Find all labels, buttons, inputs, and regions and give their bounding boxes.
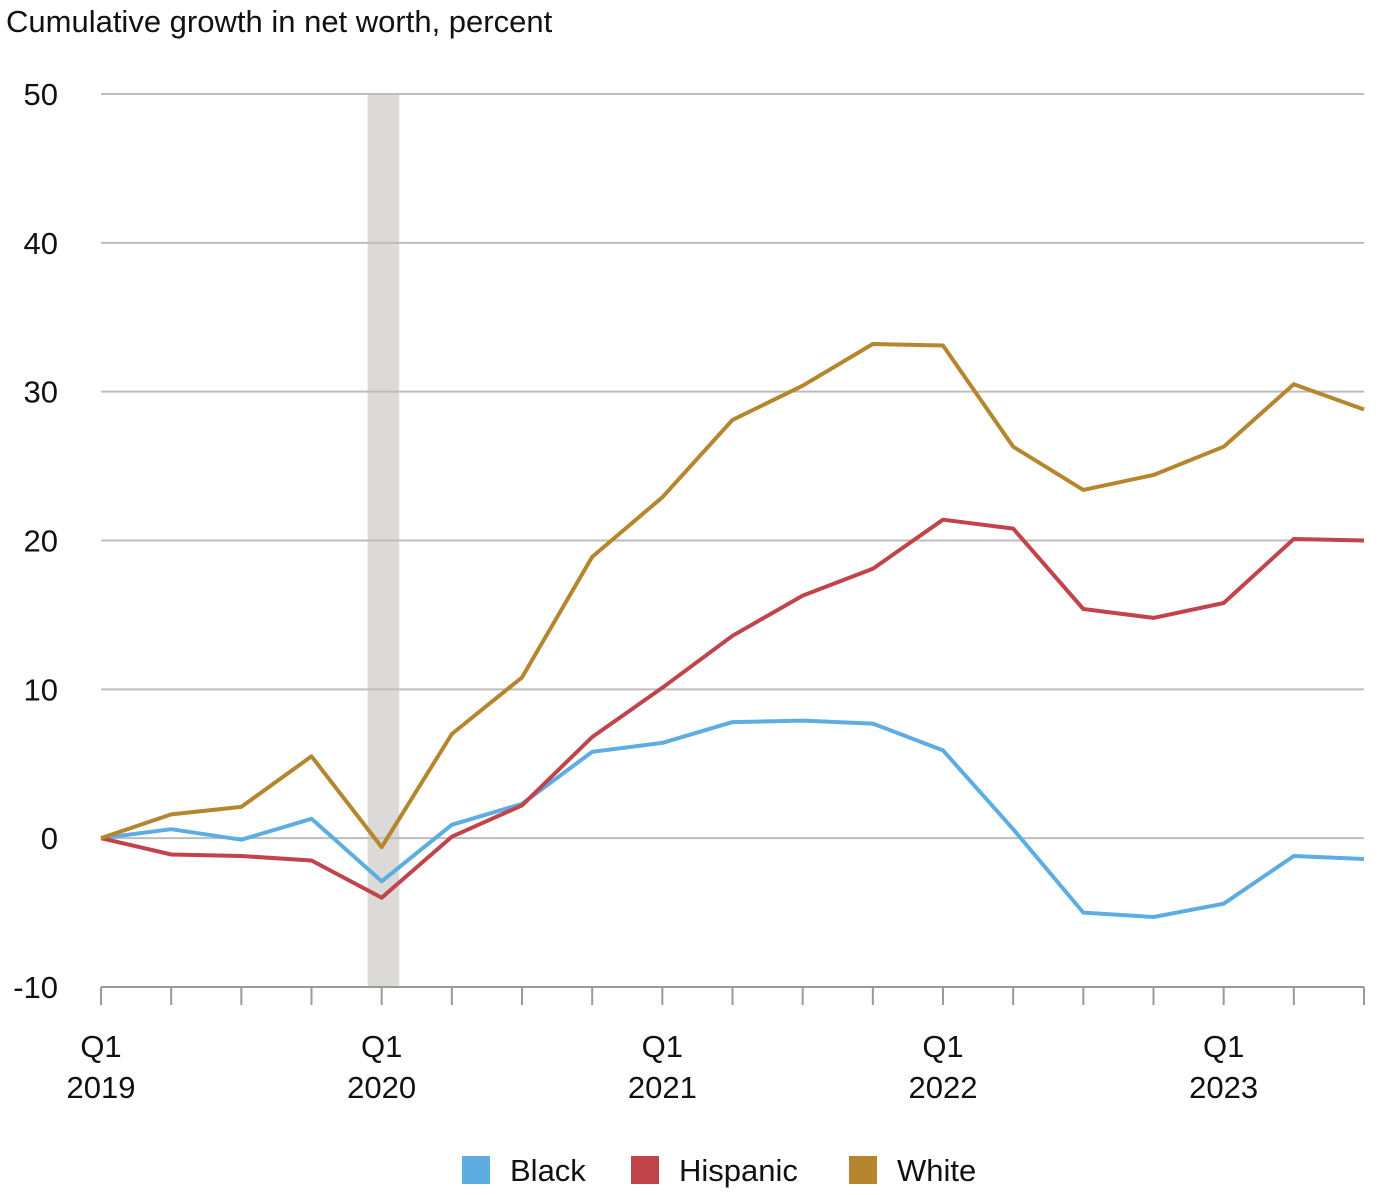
y-tick-label: 20 [24,524,58,559]
x-tick-label: Q1 [922,1029,963,1064]
x-tick-label: 2022 [909,1070,978,1105]
legend-swatch-white [849,1156,877,1184]
x-tick-label: 2019 [67,1070,136,1105]
y-tick-label: 50 [24,77,58,112]
x-tick-label: 2020 [347,1070,416,1105]
series-line-hispanic [100,517,1365,900]
y-tick-label: 30 [24,375,58,410]
series-line-white [100,342,1365,850]
series-line-black [100,718,1365,919]
x-tick-label: Q1 [361,1029,402,1064]
y-tick-label: 40 [24,226,58,261]
y-tick-label: -10 [13,970,58,1005]
x-tick-label: Q1 [80,1029,121,1064]
x-tick-label: 2023 [1189,1070,1258,1105]
y-tick-label: 0 [41,821,58,856]
legend-swatch-hispanic [631,1156,659,1184]
legend-label-black: Black [510,1153,586,1188]
x-tick-label: 2021 [628,1070,697,1105]
y-tick-label: 10 [24,672,58,707]
legend-swatch-black [462,1156,490,1184]
legend-label-hispanic: Hispanic [679,1153,798,1188]
x-tick-label: Q1 [1203,1029,1244,1064]
legend-label-white: White [897,1153,976,1188]
chart-title: Cumulative growth in net worth, percent [6,4,553,39]
x-tick-label: Q1 [642,1029,683,1064]
